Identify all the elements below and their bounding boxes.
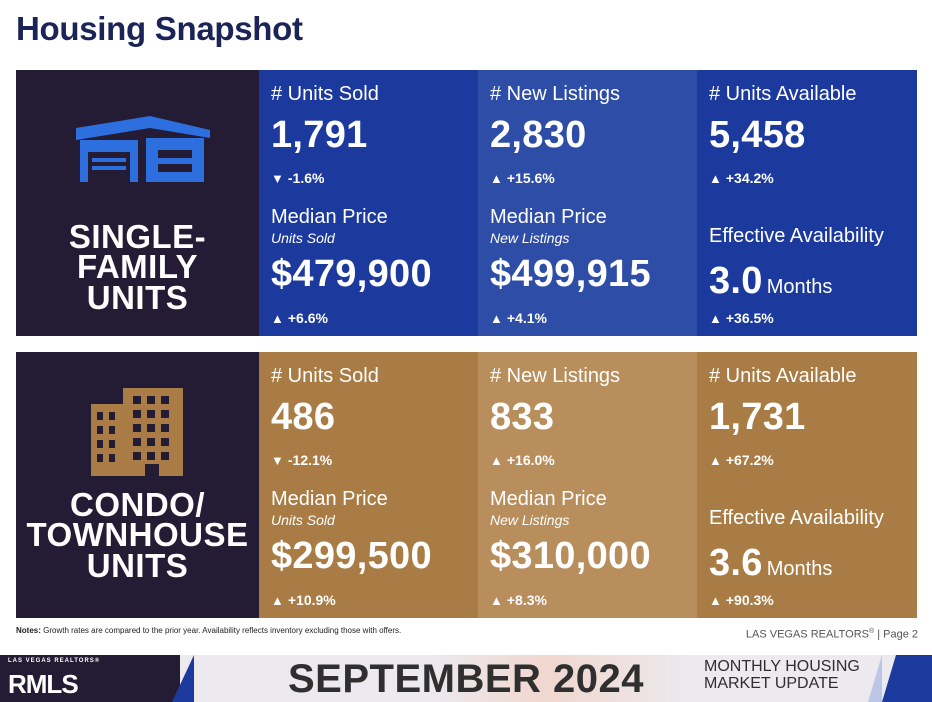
up-arrow-icon: ▲	[490, 453, 503, 468]
ct-units-available-heading: # Units Available	[709, 365, 857, 387]
sf-units-available-heading: # Units Available	[709, 83, 857, 105]
ct-effective-availability-value: 3.6 Months	[709, 542, 833, 584]
ct-effective-availability-heading: Effective Availability	[709, 507, 884, 529]
sf-median-price-sold-value: $479,900	[271, 253, 432, 295]
ct-median-price-listings-value: $310,000	[490, 535, 651, 577]
up-arrow-icon: ▲	[271, 593, 284, 608]
up-arrow-icon: ▲	[709, 453, 722, 468]
sf-effective-availability-value: 3.0 Months	[709, 260, 833, 302]
ct-median-price-listings-change: ▲ +8.3%	[490, 592, 547, 608]
ct-column-available: # Units Available 1,731 ▲ +67.2% Effectiv…	[697, 352, 917, 618]
ct-median-price-listings-heading: Median Price	[490, 488, 607, 510]
condo-label-cell: CONDO/ TOWNHOUSE UNITS	[16, 352, 259, 618]
ct-median-price-sold-sub: Units Sold	[271, 512, 335, 528]
ct-units-available-change: ▲ +67.2%	[709, 452, 774, 468]
up-arrow-icon: ▲	[271, 311, 284, 326]
up-arrow-icon: ▲	[490, 593, 503, 608]
ct-column-sold: # Units Sold 486 ▼ -12.1% Median Price Un…	[259, 352, 478, 618]
sf-units-sold-heading: # Units Sold	[271, 83, 379, 105]
house-icon	[75, 116, 210, 182]
sf-median-price-sold-heading: Median Price	[271, 206, 388, 228]
notes: Notes: Growth rates are compared to the …	[16, 626, 402, 635]
up-arrow-icon: ▲	[709, 171, 722, 186]
sf-units-sold-change: ▼ -1.6%	[271, 170, 325, 186]
sf-effective-availability-change: ▲ +36.5%	[709, 310, 774, 326]
ct-column-listings: # New Listings 833 ▲ +16.0% Median Price …	[478, 352, 697, 618]
building-icon	[90, 388, 183, 476]
ct-median-price-sold-change: ▲ +10.9%	[271, 592, 336, 608]
sf-median-price-sold-sub: Units Sold	[271, 230, 335, 246]
report-month: SEPTEMBER 2024	[288, 657, 645, 701]
mls-logo: RMLS	[8, 669, 79, 699]
sf-median-price-sold-change: ▲ +6.6%	[271, 310, 328, 326]
up-arrow-icon: ▲	[490, 171, 503, 186]
up-arrow-icon: ▲	[709, 593, 722, 608]
sf-median-price-listings-change: ▲ +4.1%	[490, 310, 547, 326]
page-footer: LAS VEGAS REALTORS® | Page 2	[745, 628, 918, 641]
ct-units-sold-change: ▼ -12.1%	[271, 452, 333, 468]
single-family-label: SINGLE- FAMILY UNITS	[68, 218, 207, 316]
ct-new-listings-heading: # New Listings	[490, 365, 621, 387]
brand-logo-caption: LAS VEGAS REALTORS®	[8, 658, 101, 664]
sf-units-sold-value: 1,791	[271, 114, 368, 156]
report-type: MONTHLY HOUSING MARKET UPDATE	[704, 658, 860, 692]
sf-median-price-listings-sub: New Listings	[490, 230, 570, 246]
up-arrow-icon: ▲	[709, 311, 722, 326]
ct-median-price-sold-value: $299,500	[271, 535, 432, 577]
sf-column-available: # Units Available 5,458 ▲ +34.2% Effectiv…	[697, 70, 917, 336]
condo-label: CONDO/ TOWNHOUSE UNITS	[26, 486, 249, 584]
ct-units-sold-heading: # Units Sold	[271, 365, 379, 387]
sf-new-listings-change: ▲ +15.6%	[490, 170, 555, 186]
sf-new-listings-value: 2,830	[490, 114, 587, 156]
ct-units-available-value: 1,731	[709, 396, 806, 438]
ct-new-listings-value: 833	[490, 396, 555, 438]
up-arrow-icon: ▲	[490, 311, 503, 326]
sf-median-price-listings-value: $499,915	[490, 253, 651, 295]
ct-new-listings-change: ▲ +16.0%	[490, 452, 555, 468]
ct-effective-availability-change: ▲ +90.3%	[709, 592, 774, 608]
sf-effective-availability-heading: Effective Availability	[709, 225, 884, 247]
sf-units-available-value: 5,458	[709, 114, 806, 156]
single-family-label-cell: SINGLE- FAMILY UNITS	[16, 70, 259, 336]
ct-median-price-listings-sub: New Listings	[490, 512, 570, 528]
sf-new-listings-heading: # New Listings	[490, 83, 621, 105]
page-title: Housing Snapshot	[16, 10, 303, 47]
sf-units-available-change: ▲ +34.2%	[709, 170, 774, 186]
single-family-panel: SINGLE- FAMILY UNITS # Units Sold 1,791 …	[16, 70, 917, 336]
bottom-banner: LAS VEGAS REALTORS® RMLS SEPTEMBER 2024 …	[0, 655, 932, 702]
down-arrow-icon: ▼	[271, 171, 284, 186]
condo-panel: CONDO/ TOWNHOUSE UNITS # Units Sold 486 …	[16, 352, 917, 618]
sf-column-listings: # New Listings 2,830 ▲ +15.6% Median Pric…	[478, 70, 697, 336]
down-arrow-icon: ▼	[271, 453, 284, 468]
ct-units-sold-value: 486	[271, 396, 336, 438]
ct-median-price-sold-heading: Median Price	[271, 488, 388, 510]
sf-column-sold: # Units Sold 1,791 ▼ -1.6% Median Price U…	[259, 70, 478, 336]
sf-median-price-listings-heading: Median Price	[490, 206, 607, 228]
